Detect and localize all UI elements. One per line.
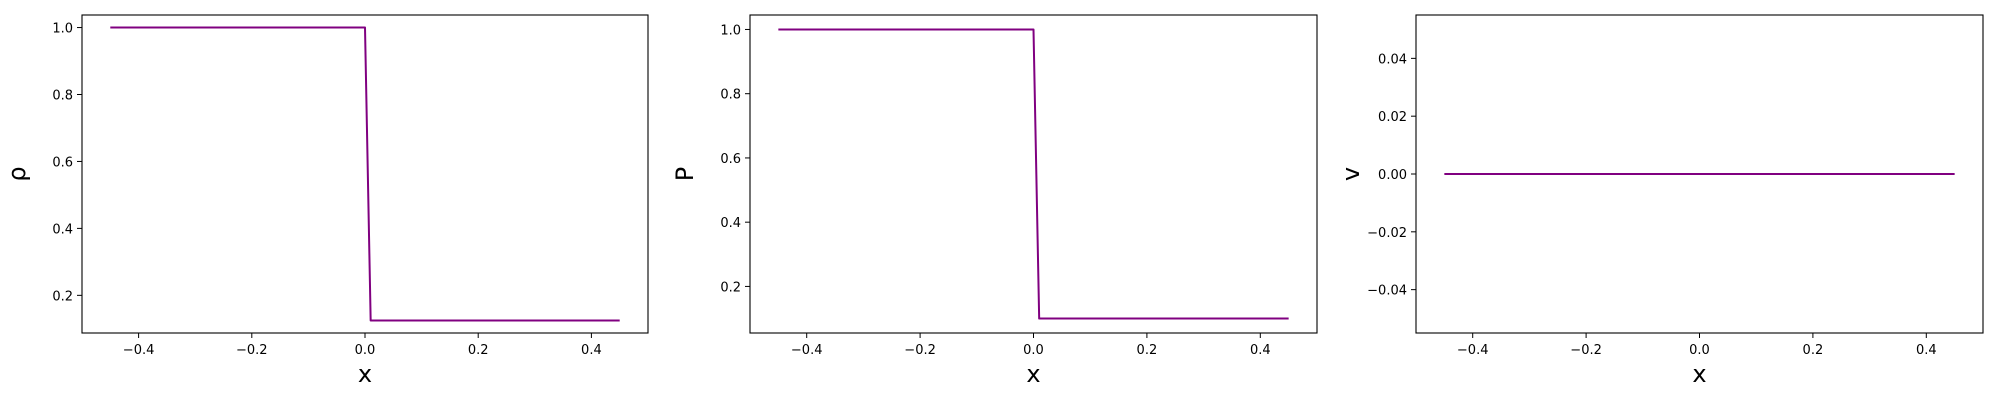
- density-x-tick-label: −0.2: [236, 343, 268, 358]
- density-x-tick-label: 0.0: [355, 343, 376, 358]
- velocity-y-axis-label: v: [1337, 167, 1365, 181]
- velocity-y-tick-label: 0.04: [1378, 52, 1407, 67]
- density-y-tick-label: 1.0: [52, 22, 73, 37]
- pressure-x-axis-label: x: [1026, 360, 1040, 388]
- density-series-line: [110, 26, 620, 322]
- pressure-y-tick-label: 0.8: [720, 88, 741, 103]
- density-x-tick-label: 0.4: [581, 343, 602, 358]
- velocity-x-tick-label: 0.4: [1916, 343, 1937, 358]
- pressure-panel: −0.4 −0.2 0.0 0.2 0.4 0.2 0.4 0.6 0.8 1.0 x P: [671, 14, 1318, 388]
- density-x-tick-label: −0.4: [123, 343, 155, 358]
- velocity-x-tick-label: −0.4: [1457, 343, 1489, 358]
- density-y-tick-label: 0.8: [52, 89, 73, 104]
- velocity-x-axis-label: x: [1692, 360, 1706, 388]
- density-x-tick-label: 0.2: [468, 343, 489, 358]
- velocity-y-tick-label: −0.02: [1367, 226, 1407, 241]
- pressure-series-line: [778, 28, 1289, 320]
- density-y-axis-label: ρ: [3, 166, 31, 181]
- pressure-y-tick-label: 0.2: [720, 280, 741, 295]
- pressure-x-tick-label: 0.4: [1250, 343, 1271, 358]
- pressure-x-tick-label: −0.4: [791, 343, 823, 358]
- pressure-y-axis-label: P: [671, 167, 699, 181]
- velocity-x-tick-label: 0.0: [1689, 343, 1710, 358]
- velocity-y-tick-label: 0.00: [1378, 168, 1407, 183]
- density-y-tick-label: 0.2: [52, 289, 73, 304]
- velocity-x-tick-label: −0.2: [1570, 343, 1602, 358]
- velocity-x-tick-label: 0.2: [1803, 343, 1824, 358]
- pressure-x-tick-label: 0.2: [1137, 343, 1158, 358]
- velocity-y-tick-label: −0.04: [1367, 284, 1407, 299]
- pressure-y-tick-label: 1.0: [720, 23, 741, 38]
- pressure-y-tick-label: 0.4: [720, 216, 741, 231]
- density-y-tick-label: 0.4: [52, 222, 73, 237]
- velocity-y-tick-label: 0.02: [1378, 110, 1407, 125]
- density-panel: −0.4 −0.2 0.0 0.2 0.4 0.2 0.4 0.6 0.8 1.0 x ρ: [3, 14, 649, 388]
- pressure-x-tick-label: −0.2: [904, 343, 936, 358]
- density-x-axis-label: x: [358, 360, 372, 388]
- pressure-y-tick-label: 0.6: [720, 152, 741, 167]
- pressure-x-tick-label: 0.0: [1023, 343, 1044, 358]
- velocity-panel: −0.4 −0.2 0.0 0.2 0.4 −0.04 −0.02 0.00 0.02 0.04 x…: [1337, 14, 1984, 388]
- density-y-tick-label: 0.6: [52, 155, 73, 170]
